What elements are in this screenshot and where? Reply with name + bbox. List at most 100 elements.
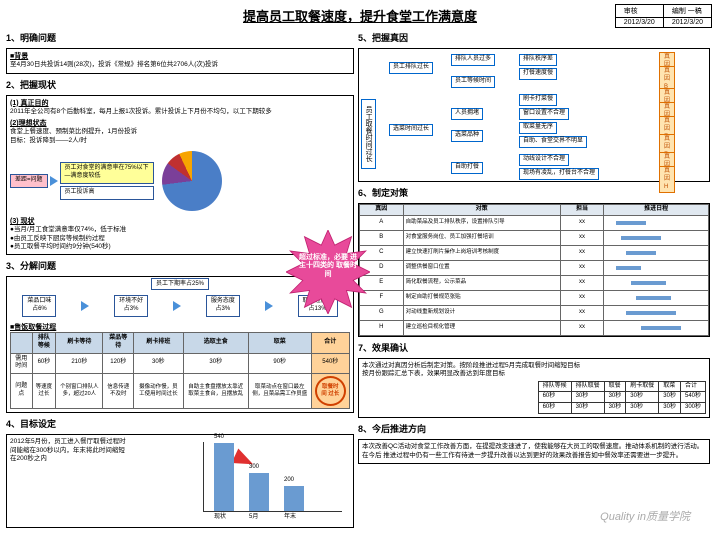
gantt-cell (606, 217, 706, 229)
table-cell: 30秒 (134, 353, 184, 374)
table-row: F制定自助打餐规范张贴xx (360, 290, 709, 305)
header-meta: 审核编制 一稿 2012/3/202012/3/20 (615, 4, 712, 28)
s1-box: ■背景 至4月30日共投诉14则(28次)，投诉《常规》排名第6位共2706人(… (6, 48, 354, 74)
highlight-circle: 取餐时间 过长 (315, 376, 346, 406)
factor-box: 环境不好占3% (114, 295, 148, 317)
table-cell: 排队取餐 (571, 381, 604, 392)
s6-box: 真因对策担当推进日程 A自助菜品及员工排队秩序，设置排队引导xxB对食堂服务岗位… (358, 203, 710, 337)
gantt-cell (606, 262, 706, 274)
tree-node: 打餐速度慢 (519, 68, 557, 80)
table-header (11, 332, 33, 353)
table-cell: 120秒 (103, 353, 134, 374)
tree-node: 员工等候时间 (451, 76, 495, 88)
tree-node: 员工排队过长 (389, 62, 433, 74)
factor-box: 服务态度占3% (206, 295, 240, 317)
table-cell: 540秒 (680, 392, 705, 403)
table-row: A自助菜品及员工排队秩序，设置排队引导xx (360, 215, 709, 230)
gantt-bar (626, 251, 656, 255)
table-cell: 合计 (680, 381, 705, 392)
table-cell: 取菜 (659, 381, 681, 392)
table-row: C建立快速打刷片操作上岗培训考核制度xx (360, 245, 709, 260)
gantt-cell (606, 247, 706, 259)
table-cell: 60秒 (538, 392, 571, 403)
table-header: 刷卡等待 (56, 332, 103, 353)
table-row: D调整供餐窗口位置xx (360, 260, 709, 275)
s4-title: 4、目标设定 (6, 417, 354, 430)
result-table: 排队等候排队取餐取餐刷卡取餐取菜合计60秒30秒30秒30秒30秒540秒60秒… (538, 381, 706, 414)
table-row: H建立巡检目视化管理xx (360, 320, 709, 335)
tree-root: 员工取餐时间过长 (361, 99, 376, 169)
table-cell: 30秒 (571, 392, 604, 403)
table-header: 菜品等待 (103, 332, 134, 353)
watermark: Quality in质量学院 (600, 508, 690, 524)
gantt-cell (606, 322, 706, 334)
table-cell: 取餐时间 过长 (311, 374, 349, 409)
gap-box: 差距=问题 (10, 174, 48, 188)
table-header: 对策 (403, 205, 560, 216)
tree-node: 人员拥堵 (451, 108, 483, 120)
gantt-bar (641, 326, 681, 330)
gantt-bar (616, 266, 641, 270)
bar (214, 443, 234, 511)
arrow-icon (173, 301, 181, 311)
arrow-icon (50, 176, 58, 186)
tree-node: 排队秩序差 (519, 54, 557, 66)
table-cell: 30秒 (183, 353, 248, 374)
table-cell: 210秒 (56, 353, 103, 374)
tree-diagram: 员工取餐时间过长 员工排队过长选菜时间过长 排队人员过多员工等候时间人员拥堵选菜… (358, 48, 710, 182)
table-cell: 自助主食盘摆放太靠近取菜主食台，且摆放乱 (183, 374, 248, 409)
gantt-cell (606, 232, 706, 244)
process-table: 排队等候刷卡等待菜品等待刷卡排班选取主食取菜合计 需用时间60秒210秒120秒… (10, 332, 350, 409)
tree-node: 选菜时间过长 (389, 124, 433, 136)
table-cell: 30秒 (571, 403, 604, 414)
gantt-bar (631, 281, 666, 285)
plan-table: 真因对策担当推进日程 A自助菜品及员工排队秩序，设置排队引导xxB对食堂服务岗位… (359, 204, 709, 336)
bar (249, 473, 269, 511)
tree-node: 排队人员过多 (451, 54, 495, 66)
table-cell: 60秒 (32, 353, 56, 374)
table-row: E简化取餐流程，公示菜品xx (360, 275, 709, 290)
table-header: 合计 (311, 332, 349, 353)
bar (284, 486, 304, 511)
bar-label: 现状 (214, 514, 226, 522)
gantt-bar (636, 296, 671, 300)
s7-box: 本次通过对真因分析后制定对策。按阶段推进过程5月完成取餐时间缩短目标 按月份跟踪… (358, 358, 710, 418)
table-header: 排队等候 (32, 332, 56, 353)
table-cell: 需用时间 (11, 353, 33, 374)
bar-value: 300 (249, 464, 259, 472)
tree-node: 自助、食堂交界不明显 (519, 136, 587, 148)
table-cell: 90秒 (248, 353, 311, 374)
s8-title: 8、今后推进方向 (358, 422, 710, 435)
bar-label: 年末 (284, 514, 296, 522)
table-cell: 刷卡取餐 (626, 381, 659, 392)
bar-value: 540 (214, 434, 224, 442)
table-cell: 60秒 (538, 403, 571, 414)
pie-chart (162, 151, 222, 211)
gantt-cell (606, 307, 706, 319)
table-cell: 个别窗口排队人多，超过20人 (56, 374, 103, 409)
tree-node: 选菜品种 (451, 130, 483, 142)
table-cell: 30秒 (659, 392, 681, 403)
bar-label: 5月 (249, 514, 258, 522)
s8-box: 本次改善QC活动对食堂工作改善方面，在提提改变速进了，使我能够在大员工的取餐速度… (358, 439, 710, 464)
tree-node: 取菜量无序 (519, 122, 557, 134)
tree-node: 现场有凌乱，打餐台不合理 (519, 168, 599, 180)
tree-node: 窗口设置不合理 (519, 108, 569, 120)
table-header: 担当 (560, 205, 604, 216)
table-cell: 30秒 (659, 403, 681, 414)
table-cell: 30秒 (626, 403, 659, 414)
table-cell: 问题点 (11, 374, 33, 409)
table-row: B对食堂服务岗位、员工加强打餐培训xx (360, 230, 709, 245)
cause-tag: 真因H (659, 166, 675, 193)
gantt-bar (621, 236, 661, 240)
table-cell: 排队等候 (538, 381, 571, 392)
table-cell: 取菜动点在窗口最左侧，且菜品需工作员盛 (248, 374, 311, 409)
table-cell: 取餐 (604, 381, 626, 392)
table-cell: 30秒 (604, 392, 626, 403)
main-title: 提高员工取餐速度，提升食堂工作满意度 (0, 0, 720, 27)
bar-chart: 现状5405月300年末200 (203, 442, 342, 512)
table-header: 取菜 (248, 332, 311, 353)
table-cell: 信息传递不及时 (103, 374, 134, 409)
tree-node: 刷卡打菜慢 (519, 94, 557, 106)
table-cell: 540秒 (311, 353, 349, 374)
